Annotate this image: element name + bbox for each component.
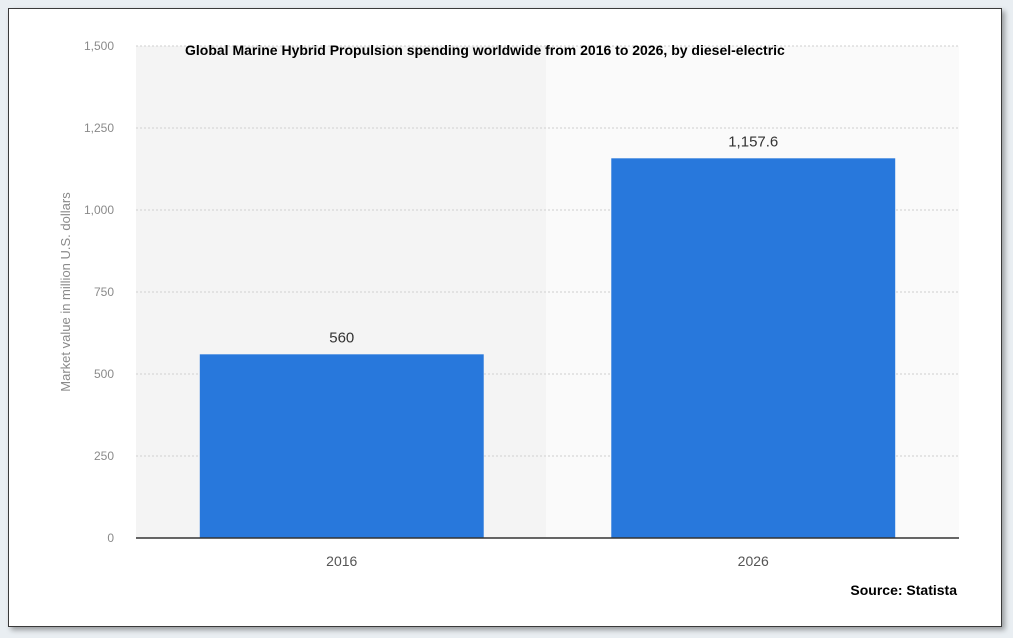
x-category-label: 2016 [326,553,357,569]
data-label-2016: 560 [329,329,354,346]
bar-2016 [199,354,484,538]
y-tick-label: 250 [94,449,114,463]
y-tick-label: 500 [94,367,114,381]
bar-2026 [611,158,896,539]
data-label-2026: 1,157.6 [728,133,778,150]
x-category-label: 2026 [738,553,769,569]
chart-title: Global Marine Hybrid Propulsion spending… [185,42,785,58]
chart: 0 250 500 750 1,000 1,250 1,500 560 1,157.6 201… [58,39,959,598]
source-label: Source: Statista [850,582,957,598]
y-axis-title: Market value in million U.S. dollars [58,192,73,392]
y-tick-label: 0 [107,531,114,545]
chart-frame: 0 250 500 750 1,000 1,250 1,500 560 1,157.6 201… [8,8,1002,627]
y-tick-label: 1,500 [84,39,114,53]
y-tick-label: 750 [94,285,114,299]
y-tick-label: 1,000 [84,203,114,217]
y-tick-label: 1,250 [84,121,114,135]
